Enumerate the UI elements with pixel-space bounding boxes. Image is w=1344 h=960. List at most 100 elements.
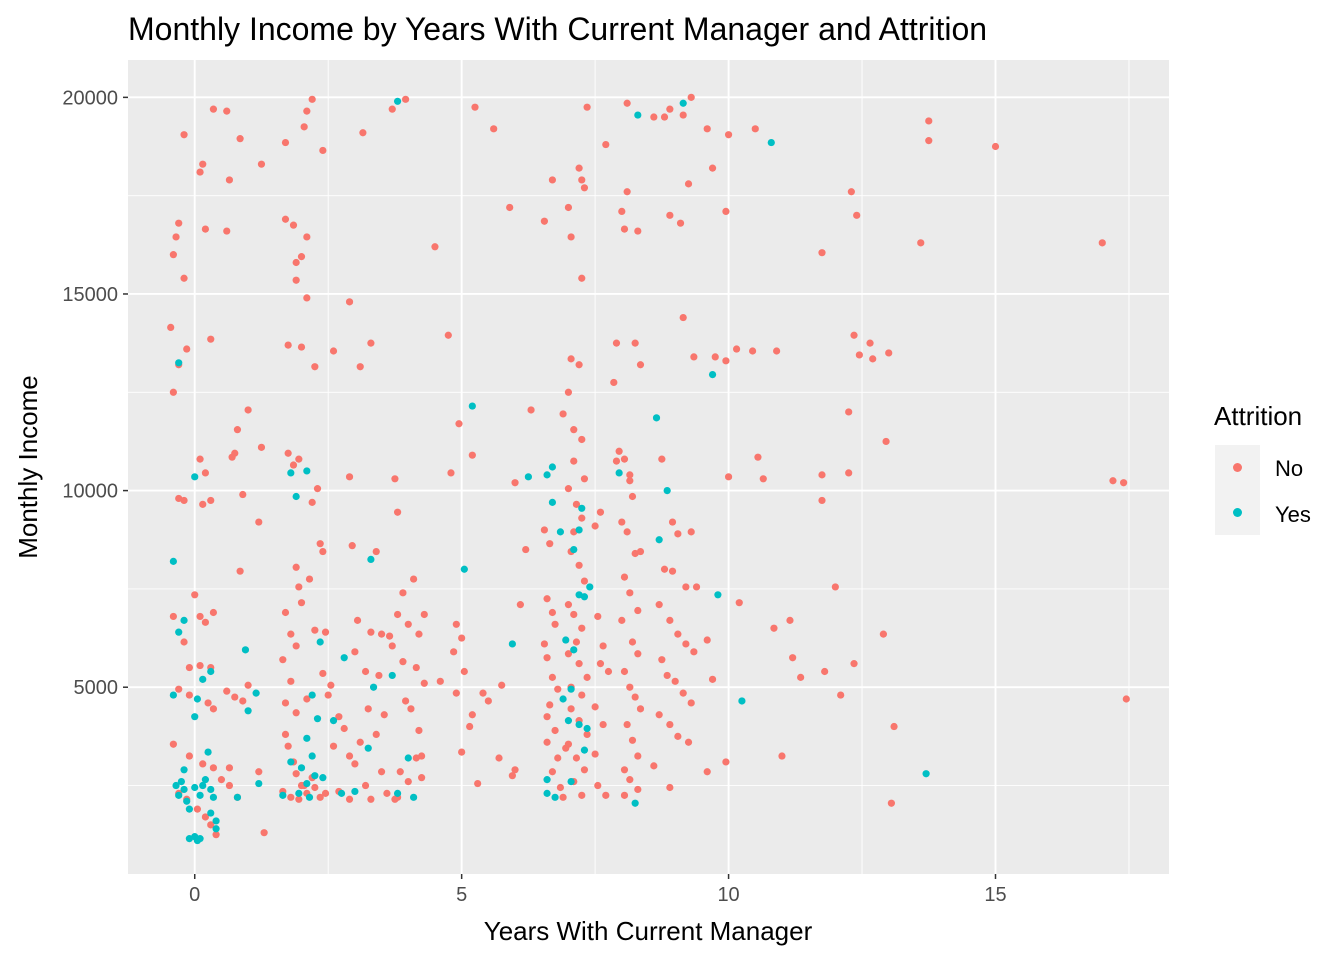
point-no <box>583 673 591 681</box>
point-no <box>620 225 629 233</box>
point-no <box>327 681 335 689</box>
point-no <box>634 606 642 615</box>
point-no <box>682 640 690 648</box>
point-yes <box>404 754 412 762</box>
point-no <box>452 689 460 697</box>
point-no <box>548 608 557 617</box>
point-no <box>393 610 402 619</box>
point-no <box>297 253 306 261</box>
point-no <box>319 669 327 678</box>
point-no <box>412 663 420 672</box>
point-no <box>257 160 266 168</box>
point-no <box>722 758 730 766</box>
point-yes <box>191 713 199 721</box>
point-no <box>196 168 204 176</box>
point-no <box>303 233 311 241</box>
point-no <box>516 601 524 609</box>
point-no <box>367 339 375 347</box>
point-no <box>244 406 252 414</box>
point-no <box>348 542 356 550</box>
point-no <box>578 435 586 444</box>
point-no <box>591 522 599 530</box>
point-no <box>687 528 695 536</box>
point-no <box>580 766 589 774</box>
point-no <box>631 339 639 347</box>
point-no <box>620 573 629 581</box>
point-yes <box>177 777 185 786</box>
point-no <box>191 591 199 599</box>
point-no <box>650 762 658 770</box>
point-no <box>751 125 759 133</box>
point-no <box>543 595 551 603</box>
point-no <box>620 455 629 463</box>
point-no <box>602 140 610 149</box>
point-no <box>444 331 452 339</box>
point-yes <box>175 359 183 367</box>
point-yes <box>551 793 559 801</box>
point-no <box>575 361 583 369</box>
point-no <box>169 612 177 621</box>
point-no <box>623 99 631 107</box>
point-no <box>418 774 426 782</box>
point-yes <box>767 138 775 147</box>
point-yes <box>199 675 207 683</box>
point-no <box>837 691 845 699</box>
point-no <box>484 697 492 705</box>
point-no <box>567 233 575 241</box>
point-no <box>287 793 295 801</box>
point-no <box>319 146 327 155</box>
point-no <box>570 610 578 619</box>
point-no <box>623 188 631 196</box>
point-yes <box>287 758 295 766</box>
point-no <box>185 691 193 699</box>
point-no <box>578 691 586 699</box>
point-no <box>225 176 234 184</box>
point-no <box>543 654 551 662</box>
point-no <box>602 791 610 799</box>
point-no <box>511 479 519 487</box>
point-no <box>388 642 396 650</box>
point-no <box>292 709 300 717</box>
point-no <box>209 105 218 113</box>
point-no <box>420 610 428 619</box>
point-no <box>231 693 239 701</box>
point-yes <box>292 492 300 501</box>
point-no <box>359 129 367 137</box>
point-yes <box>169 691 177 699</box>
point-no <box>385 632 394 640</box>
point-no <box>297 343 306 351</box>
point-no <box>845 408 853 416</box>
point-yes <box>193 695 201 703</box>
point-no <box>540 526 549 534</box>
point-no <box>223 107 231 115</box>
point-no <box>297 599 306 607</box>
y-axis-ticks: 5000 10000 15000 20000 <box>62 87 128 699</box>
point-no <box>447 469 455 477</box>
point-no <box>674 732 682 740</box>
point-no <box>540 640 549 648</box>
legend-title: Attrition <box>1214 401 1302 431</box>
point-no <box>548 176 557 184</box>
point-no <box>770 624 778 632</box>
point-no <box>313 485 322 493</box>
point-no <box>340 724 348 733</box>
point-no <box>674 530 682 538</box>
point-yes <box>468 402 476 410</box>
point-no <box>324 691 332 699</box>
point-no <box>367 628 375 636</box>
point-yes <box>570 545 578 554</box>
point-no <box>455 420 463 428</box>
point-no <box>773 347 781 355</box>
point-yes <box>279 791 287 799</box>
point-no <box>882 437 890 446</box>
point-no <box>284 742 292 750</box>
point-no <box>287 677 295 685</box>
point-no <box>551 620 559 628</box>
point-no <box>618 518 626 526</box>
point-no <box>255 768 263 776</box>
point-no <box>554 685 562 693</box>
point-no <box>287 630 295 638</box>
point-yes <box>543 471 551 479</box>
point-no <box>351 760 359 768</box>
point-no <box>292 258 300 267</box>
